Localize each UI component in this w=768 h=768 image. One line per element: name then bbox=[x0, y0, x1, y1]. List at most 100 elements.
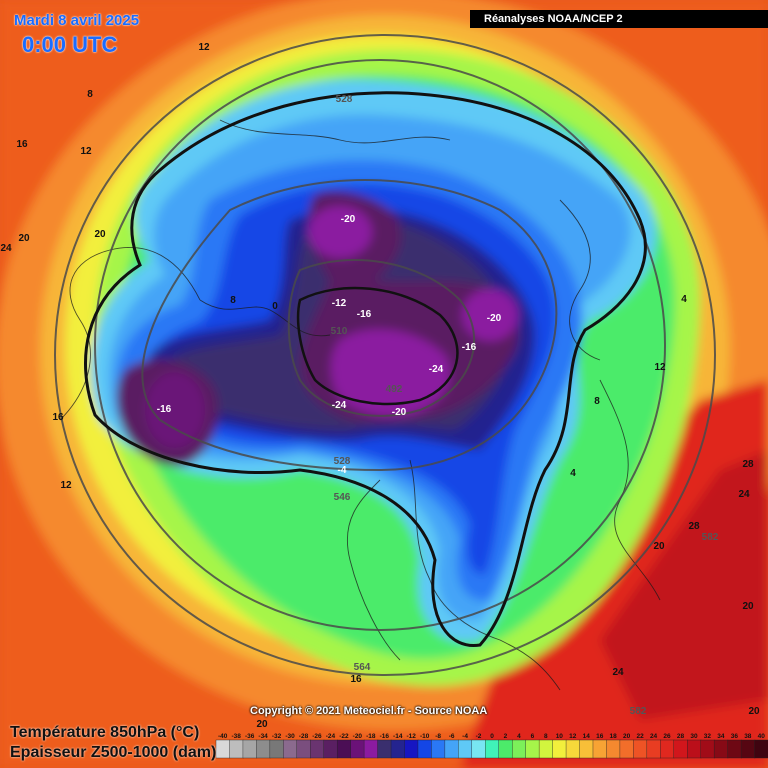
temp-label: -20 bbox=[341, 214, 356, 225]
temp-label: 20 bbox=[742, 601, 754, 612]
legend-swatch bbox=[431, 739, 446, 759]
temp-label: -20 bbox=[487, 313, 502, 324]
legend-swatch bbox=[417, 739, 433, 759]
legend-swatch bbox=[606, 739, 621, 759]
temp-label: 16 bbox=[350, 674, 362, 685]
source-banner: Réanalyses NOAA/NCEP 2 bbox=[470, 10, 768, 28]
temp-label: -16 bbox=[157, 404, 172, 415]
temp-label: 24 bbox=[738, 489, 750, 500]
legend-swatch bbox=[215, 739, 231, 759]
legend-swatch bbox=[350, 739, 365, 759]
legend-tick-label: 16 bbox=[596, 733, 604, 740]
legend-swatch bbox=[646, 739, 661, 759]
legend-tick-label: 2 bbox=[504, 733, 508, 740]
thickness-label: 492 bbox=[386, 384, 403, 395]
legend-tick-label: 26 bbox=[663, 733, 671, 740]
legend-swatch bbox=[660, 739, 675, 759]
legend-tick-label: 20 bbox=[623, 733, 631, 740]
temp-label: 4 bbox=[570, 468, 576, 479]
legend-tick-label: -4 bbox=[462, 733, 468, 740]
temp-label: -16 bbox=[462, 342, 477, 353]
temp-label: 12 bbox=[60, 480, 72, 491]
temp-label: -12 bbox=[332, 298, 347, 309]
legend-swatch bbox=[471, 739, 486, 759]
legend-tick-label: -6 bbox=[449, 733, 455, 740]
legend-swatch bbox=[229, 739, 244, 759]
map-time: 0:00 UTC bbox=[22, 32, 118, 57]
legend-tick-label: -36 bbox=[245, 733, 255, 740]
legend-swatch bbox=[511, 739, 527, 759]
legend-tick-label: 30 bbox=[690, 733, 698, 740]
legend-swatch bbox=[727, 739, 742, 759]
temp-label: 24 bbox=[612, 667, 624, 678]
legend-tick-label: 10 bbox=[556, 733, 564, 740]
legend-tick-label: -18 bbox=[366, 733, 376, 740]
legend-tick-label: 8 bbox=[544, 733, 548, 740]
temp-label: 8 bbox=[87, 89, 93, 100]
copyright-text: Copyright © 2021 Meteociel.fr - Source N… bbox=[250, 705, 488, 717]
legend-tick-label: -34 bbox=[258, 733, 268, 740]
temp-label: 0 bbox=[272, 301, 278, 312]
legend-swatch bbox=[673, 739, 688, 759]
legend-swatch bbox=[283, 739, 298, 759]
temp-label: 28 bbox=[742, 459, 754, 470]
temp-label: 12 bbox=[80, 146, 92, 157]
legend-tick-label: -40 bbox=[218, 733, 228, 740]
legend-swatch bbox=[552, 739, 567, 759]
temp-label: 20 bbox=[94, 229, 106, 240]
legend-swatch bbox=[390, 739, 406, 759]
legend-tick-label: -24 bbox=[326, 733, 336, 740]
legend-swatch bbox=[363, 739, 379, 759]
legend-swatch bbox=[538, 739, 554, 759]
legend-title-thickness: Epaisseur Z500-1000 (dam) bbox=[10, 744, 217, 761]
temp-label: 20 bbox=[256, 719, 268, 730]
legend-swatch bbox=[579, 739, 594, 759]
thickness-label: 582 bbox=[630, 706, 647, 717]
legend-swatch bbox=[404, 739, 419, 759]
legend-tick-label: -12 bbox=[407, 733, 417, 740]
legend-swatch bbox=[592, 739, 608, 759]
legend-swatch bbox=[458, 739, 473, 759]
legend-tick-label: -30 bbox=[285, 733, 295, 740]
temp-label: 4 bbox=[681, 294, 687, 305]
legend-swatch bbox=[740, 739, 756, 759]
temp-label: -4 bbox=[338, 465, 347, 476]
legend-swatch bbox=[256, 739, 271, 759]
legend-tick-label: -20 bbox=[353, 733, 363, 740]
legend-tick-label: -16 bbox=[380, 733, 390, 740]
map-date: Mardi 8 avril 2025 bbox=[14, 12, 140, 29]
legend-swatch bbox=[687, 739, 702, 759]
temp-label: 20 bbox=[653, 541, 665, 552]
legend-swatch bbox=[310, 739, 325, 759]
legend-swatch bbox=[498, 739, 513, 759]
thickness-label: 528 bbox=[336, 94, 353, 105]
legend-tick-label: -22 bbox=[339, 733, 349, 740]
legend-swatch bbox=[633, 739, 648, 759]
legend-swatch bbox=[377, 739, 392, 759]
legend-swatch bbox=[713, 739, 729, 759]
legend-swatch bbox=[296, 739, 311, 759]
legend-swatch bbox=[242, 739, 258, 759]
legend-tick-label: 0 bbox=[490, 733, 494, 740]
legend-tick-label: -32 bbox=[272, 733, 282, 740]
legend-tick-label: 12 bbox=[569, 733, 577, 740]
temp-label: 24 bbox=[0, 243, 12, 254]
legend-color-bar: -40 -38 -36 -34 -32 -30 -28 -26 -24 -22 -20 -18 -16-… bbox=[215, 733, 768, 759]
temp-label: 16 bbox=[16, 139, 28, 150]
temp-label: 12 bbox=[198, 42, 210, 53]
legend-tick-label: -8 bbox=[435, 733, 441, 740]
legend-tick-label: -10 bbox=[420, 733, 430, 740]
legend-swatch bbox=[336, 739, 352, 759]
legend-tick-label: -14 bbox=[393, 733, 403, 740]
temp-label: 8 bbox=[230, 295, 236, 306]
legend-tick-label: 6 bbox=[531, 733, 535, 740]
legend-tick-label: -2 bbox=[476, 733, 482, 740]
legend-swatch bbox=[754, 739, 768, 759]
legend-tick-label: -38 bbox=[231, 733, 241, 740]
legend-tick-label: 22 bbox=[636, 733, 644, 740]
temp-label: 16 bbox=[52, 412, 64, 423]
legend-swatch bbox=[525, 739, 540, 759]
legend-tick-label: 36 bbox=[731, 733, 739, 740]
